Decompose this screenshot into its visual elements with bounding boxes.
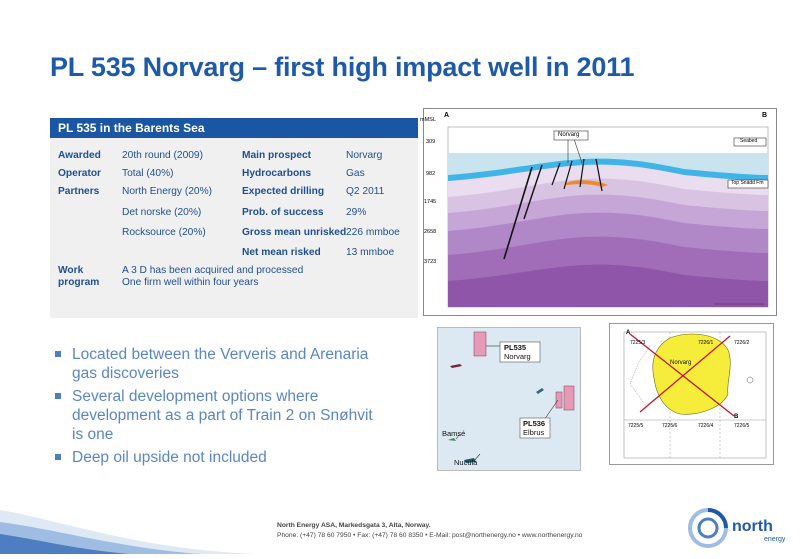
bamse-label: Bamsé [442,429,466,438]
label-partners: Partners [58,186,100,197]
label-gross-mean: Gross mean unrisked [242,227,347,238]
block-label: 7225/5 [628,423,644,429]
value-main-prospect: Norvarg [346,150,383,161]
prospect-outline-map: Norvarg A B 7225/3 7226/1 7226/2 7225/5 … [609,323,774,465]
block-label: 7226/1 [698,340,714,346]
value-net-mean: 13 mmboe [346,247,395,258]
value-prob-success: 29% [346,207,367,218]
nucula-label: Nucula [454,458,478,467]
pl535-name: Norvarg [504,352,531,361]
block-label: 7225/6 [662,423,678,429]
bullet-item: Deep oil upside not included [55,448,385,467]
point-a-label: A [444,112,450,119]
pl535-label: PL535 [504,343,527,352]
geological-cross-section: A B mMSL 309 982 1745 2658 3723 Norvarg … [420,108,777,316]
depth-label: 2658 [424,229,437,235]
table-header: PL 535 in the Barents Sea [50,118,418,138]
block-label: 7226/4 [698,423,714,429]
pl536-name: Elbrus [523,428,545,437]
depth-label: 309 [426,139,436,145]
value-expected-drilling: Q2 2011 [346,186,385,197]
label-hydrocarbons: Hydrocarbons [242,168,312,179]
value-operator: Total (40%) [122,168,174,179]
bullet-marker [55,351,61,357]
label-expected-drilling: Expected drilling [242,186,325,197]
depth-label: 982 [426,171,436,177]
map-point-b: B [734,414,739,420]
bullet-text: Several development options where develo… [72,388,373,443]
bullet-marker [55,454,61,460]
label-awarded: Awarded [58,150,101,161]
label-net-mean: Net mean risked [242,247,321,258]
logo-subword: energy [764,536,786,543]
block-label: 7226/5 [734,423,750,429]
point-b-label: B [762,112,768,119]
value-partner-north: North Energy (20%) [122,186,213,197]
pl536-label: PL536 [523,419,546,428]
page-title: PL 535 Norvarg – first high impact well … [50,52,635,82]
label-prob-success: Prob. of success [242,207,324,218]
depth-label: 1745 [424,199,437,205]
decorative-wave [0,490,260,554]
work-line-1: A 3 D has been acquired and processed [122,265,304,276]
north-energy-logo: north energy [686,506,790,550]
value-gross-mean: 226 mmboe [346,227,400,238]
label-main-prospect: Main prospect [242,150,312,161]
map-point-a: A [626,330,631,336]
value-awarded: 20th round (2009) [122,150,203,161]
value-partner-rocksource: Rocksource (20%) [122,227,206,238]
value-hydrocarbons: Gas [346,168,365,179]
footer-phone-line: Phone: (+47) 78 60 7950 • Fax: (+47) 78 … [277,532,583,539]
license-info-table: PL 535 in the Barents Sea Awarded 20th r… [50,118,418,318]
logo-word: north [732,518,773,535]
formation-label: Top Snädd Fm [731,180,764,186]
bullet-text: Located between the Ververis and Arenari… [72,346,369,382]
bullet-item: Located between the Ververis and Arenari… [55,345,385,383]
block-label: 7225/3 [630,340,646,346]
bullet-list: Located between the Ververis and Arenari… [55,345,385,471]
norvarg-map-label: Norvarg [670,360,692,366]
depth-label: 3723 [424,259,437,265]
label-work: Work [58,265,84,276]
unit-label: mMSL [420,117,436,123]
location-map: PL535 Norvarg PL536 Elbrus Bamsé Nucula [437,327,581,471]
label-program: program [58,277,100,288]
footer-contact: North Energy ASA, Markedsgata 3, Alta, N… [277,521,582,541]
bullet-text: Deep oil upside not included [72,449,267,466]
label-operator: Operator [58,168,102,179]
norvarg-label: Norvarg [558,132,580,138]
block-label: 7226/2 [734,340,750,346]
bullet-item: Several development options where develo… [55,387,385,444]
work-line-2: One firm well within four years [122,277,259,288]
seabed-label: Seabed [740,138,758,144]
footer-address: North Energy ASA, Markedsgata 3, Alta, N… [277,522,431,529]
value-partner-detnorske: Det norske (20%) [122,207,202,218]
bullet-marker [55,393,61,399]
